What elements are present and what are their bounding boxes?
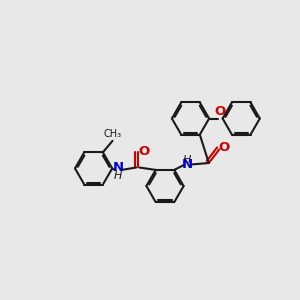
Text: CH₃: CH₃: [103, 129, 122, 139]
Text: O: O: [139, 146, 150, 158]
Text: N: N: [112, 161, 124, 174]
Text: O: O: [218, 142, 230, 154]
Text: N: N: [182, 158, 194, 171]
Text: H: H: [114, 171, 122, 181]
Text: H: H: [183, 155, 191, 165]
Text: O: O: [214, 105, 225, 119]
